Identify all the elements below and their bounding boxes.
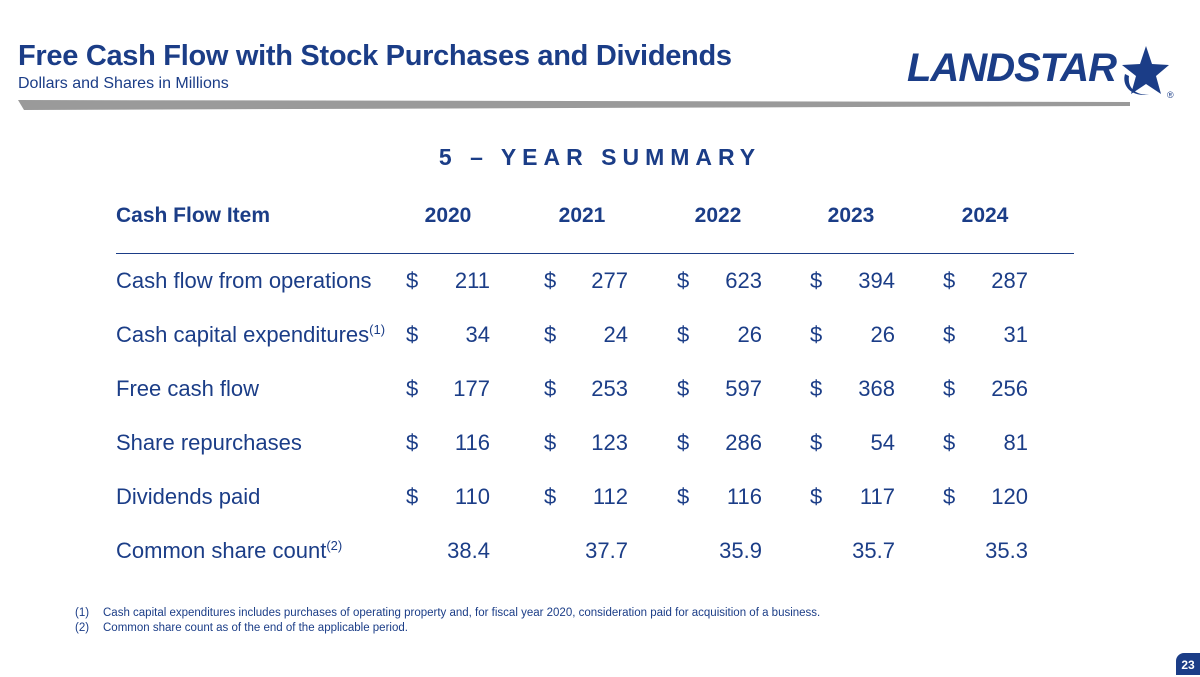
logo-wordmark: LANDSTAR [907, 46, 1117, 90]
header-rule [18, 100, 1130, 110]
table-cell: 26 [737, 322, 762, 347]
table-row: Dividends paid $110 $112 $116 $117 $120 [0, 484, 1200, 514]
table-row: Cash capital expenditures(1) $34 $24 $26 $26… [0, 322, 1200, 352]
table-cell: 597 [725, 376, 762, 401]
footnote: (1) Cash capital expenditures includes pu… [75, 606, 820, 621]
row-label: Common share count(2) [116, 538, 342, 564]
row-label-text: Dividends paid [116, 484, 261, 509]
column-header-year: 2022 [694, 204, 742, 227]
currency-symbol: $ [544, 376, 557, 401]
currency-symbol: $ [677, 430, 690, 455]
table-cell: 120 [991, 484, 1028, 509]
currency-symbol: $ [677, 376, 690, 401]
row-label: Free cash flow [116, 376, 259, 402]
currency-symbol: $ [810, 376, 823, 401]
table-row: Share repurchases $116 $123 $286 $54 $81 [0, 430, 1200, 460]
row-label-text: Cash capital expenditures [116, 322, 370, 347]
table-cell: 38.4 [447, 538, 490, 563]
footnote-ref: (1) [369, 322, 386, 337]
table-cell: 31 [1003, 322, 1028, 347]
table-cell: 24 [603, 322, 628, 347]
footnote-number: (2) [75, 622, 90, 634]
footnote-number: (1) [75, 607, 90, 619]
table-cell: 256 [991, 376, 1028, 401]
table-row: Common share count(2) 38.4 37.7 35.9 35.7 35.… [0, 538, 1200, 568]
footnote-ref: (2) [326, 538, 343, 553]
table-cell: 116 [726, 484, 762, 509]
table-cell: 368 [858, 376, 895, 401]
table-cell: 110 [454, 484, 490, 509]
table-row: Free cash flow $177 $253 $597 $368 $256 [0, 376, 1200, 406]
currency-symbol: $ [544, 268, 557, 293]
currency-symbol: $ [943, 322, 956, 347]
column-header-year: 2021 [558, 204, 606, 227]
currency-symbol: $ [943, 268, 956, 293]
table-row: Cash flow from operations $211 $277 $623 $39… [0, 268, 1200, 298]
currency-symbol: $ [943, 484, 956, 509]
table-cell: 34 [465, 322, 490, 347]
column-header-year: 2020 [424, 204, 472, 227]
row-label: Dividends paid [116, 484, 260, 510]
column-header-year: 2023 [827, 204, 875, 227]
page-number: 23 [1176, 653, 1200, 675]
currency-symbol: $ [810, 484, 823, 509]
table-cell: 35.3 [985, 538, 1028, 563]
row-label: Cash capital expenditures(1) [116, 322, 385, 348]
currency-symbol: $ [810, 430, 823, 455]
currency-symbol: $ [544, 484, 557, 509]
currency-symbol: $ [943, 376, 956, 401]
summary-title: 5 – YEAR SUMMARY [438, 144, 762, 170]
currency-symbol: $ [406, 484, 419, 509]
currency-symbol: $ [406, 376, 419, 401]
row-label-text: Cash flow from operations [116, 268, 372, 293]
row-label-text: Common share count [116, 538, 327, 563]
table-cell: 116 [454, 430, 490, 455]
footnotes: (1) Cash capital expenditures includes pu… [75, 606, 820, 636]
currency-symbol: $ [810, 268, 823, 293]
currency-symbol: $ [544, 430, 557, 455]
table-cell: 394 [858, 268, 895, 293]
registered-mark: ® [1167, 90, 1174, 100]
table-cell: 211 [454, 268, 490, 293]
table-cell: 37.7 [585, 538, 628, 563]
footnote-text: Cash capital expenditures includes purch… [103, 607, 821, 619]
row-label-text: Share repurchases [116, 430, 302, 455]
row-label-text: Free cash flow [116, 376, 260, 401]
column-header-item: Cash Flow Item [116, 204, 271, 227]
currency-symbol: $ [544, 322, 557, 347]
currency-symbol: $ [943, 430, 956, 455]
currency-symbol: $ [406, 268, 419, 293]
header-divider [116, 253, 1074, 254]
table-cell: 253 [591, 376, 628, 401]
table-cell: 286 [725, 430, 762, 455]
star-icon [1122, 46, 1169, 95]
table-cell: 123 [591, 430, 628, 455]
row-label: Share repurchases [116, 430, 302, 456]
table-cell: 54 [870, 430, 895, 455]
table-cell: 287 [991, 268, 1028, 293]
table-cell: 117 [859, 484, 895, 509]
currency-symbol: $ [677, 268, 690, 293]
table-cell: 623 [725, 268, 762, 293]
table-cell: 177 [453, 376, 490, 401]
currency-symbol: $ [406, 322, 419, 347]
landstar-logo: LANDSTAR ® [905, 44, 1180, 104]
row-label: Cash flow from operations [116, 268, 372, 294]
footnote-text: Common share count as of the end of the … [103, 622, 408, 634]
table-cell: 277 [591, 268, 628, 293]
currency-symbol: $ [810, 322, 823, 347]
table-cell: 35.7 [852, 538, 895, 563]
slide-subtitle: Dollars and Shares in Millions [18, 75, 229, 92]
currency-symbol: $ [406, 430, 419, 455]
footnote: (2) Common share count as of the end of t… [75, 621, 820, 636]
table-cell: 26 [870, 322, 895, 347]
currency-symbol: $ [677, 322, 690, 347]
column-header-year: 2024 [961, 204, 1009, 227]
currency-symbol: $ [677, 484, 690, 509]
slide-title: Free Cash Flow with Stock Purchases and … [18, 40, 732, 72]
table-cell: 35.9 [719, 538, 762, 563]
table-cell: 112 [592, 484, 628, 509]
table-cell: 81 [1003, 430, 1028, 455]
